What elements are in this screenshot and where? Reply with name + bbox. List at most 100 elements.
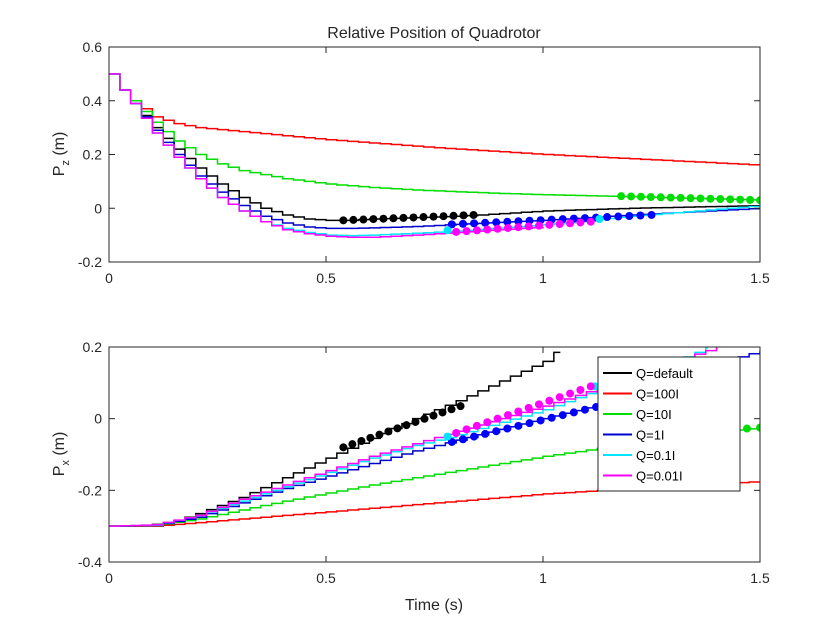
marker-point-px-3	[569, 408, 578, 417]
marker-point-px-1	[429, 411, 438, 420]
marker-point-pz-3	[481, 218, 490, 227]
x-tick-label-pz: 0.5	[316, 270, 336, 286]
x-tick-label-pz: 1.5	[750, 270, 770, 286]
marker-point-px-3	[458, 435, 467, 444]
marker-point-px-1	[438, 408, 447, 417]
marker-point-pz-5	[586, 217, 595, 226]
marker-point-pz-1	[439, 212, 448, 221]
legend-box	[597, 356, 741, 492]
marker-point-pz-1	[369, 215, 378, 224]
marker-point-pz-5	[576, 218, 585, 227]
series-line-pz-4	[109, 73, 760, 230]
y-tick-label-px: -0.2	[78, 482, 102, 498]
chart-title: Relative Position of Quadrotor	[327, 25, 541, 42]
marker-point-px-5	[452, 429, 461, 437]
marker-point-pz-5	[462, 227, 471, 236]
y-tick-label-px: 0	[94, 411, 102, 427]
marker-point-pz-2	[756, 196, 760, 205]
marker-point-px-5	[534, 400, 543, 409]
marker-point-px-5	[555, 393, 564, 402]
marker-point-px-3	[580, 405, 589, 414]
y-tick-label-px: 0.2	[83, 339, 103, 355]
x-tick-label-pz: 1	[539, 270, 547, 286]
series-line-pz-6	[109, 73, 544, 239]
marker-point-pz-3	[614, 212, 623, 221]
marker-point-px-3	[503, 424, 512, 433]
marker-point-pz-3	[625, 212, 634, 221]
marker-point-pz-3	[447, 220, 456, 229]
marker-point-px-1	[357, 436, 366, 445]
marker-point-pz-2	[736, 195, 745, 204]
marker-point-px-2	[756, 423, 760, 432]
marker-point-px-5	[586, 382, 595, 391]
marker-point-px-5	[566, 389, 575, 398]
marker-point-px-1	[393, 424, 402, 433]
marker-point-px-3	[481, 429, 490, 438]
marker-point-pz-3	[503, 217, 512, 226]
marker-point-pz-5	[452, 227, 461, 236]
marker-point-px-3	[492, 427, 501, 436]
marker-point-px-1	[411, 417, 420, 426]
marker-point-pz-2	[646, 193, 655, 202]
marker-point-px-1	[384, 427, 393, 436]
marker-point-px-3	[470, 432, 479, 441]
marker-point-px-5	[514, 407, 523, 416]
marker-point-pz-1	[389, 214, 398, 223]
marker-point-pz-1	[379, 214, 388, 223]
marker-point-px-1	[447, 405, 456, 414]
marker-point-pz-2	[686, 194, 695, 203]
x-axis-label: Time (s)	[405, 597, 463, 614]
legend-label: Q=default	[636, 366, 693, 381]
marker-point-px-1	[339, 443, 348, 452]
marker-point-pz-1	[459, 211, 468, 220]
marker-point-px-5	[462, 425, 471, 434]
marker-point-pz-5	[545, 220, 554, 229]
legend-label: Q=0.01I	[636, 469, 683, 484]
y-tick-label-px: -0.4	[78, 554, 102, 570]
marker-point-pz-2	[726, 195, 735, 204]
marker-point-pz-3	[636, 211, 645, 220]
marker-point-pz-5	[483, 225, 492, 234]
marker-point-pz-5	[493, 224, 502, 233]
marker-point-px-3	[558, 411, 567, 420]
marker-point-px-1	[375, 430, 384, 439]
marker-point-pz-1	[469, 210, 478, 219]
marker-point-pz-1	[349, 215, 358, 224]
marker-point-px-5	[503, 411, 512, 420]
marker-point-pz-2	[696, 194, 705, 203]
marker-point-px-3	[536, 416, 545, 425]
marker-point-pz-5	[514, 223, 523, 232]
marker-point-pz-5	[524, 222, 533, 231]
marker-point-pz-2	[666, 193, 675, 202]
marker-point-px-5	[524, 403, 533, 412]
x-tick-label-px: 0.5	[316, 570, 336, 586]
x-tick-label-px: 1	[539, 570, 547, 586]
marker-point-pz-2	[716, 195, 725, 204]
marker-point-px-2	[742, 424, 751, 433]
marker-point-pz-5	[472, 226, 481, 235]
marker-point-pz-2	[656, 193, 665, 202]
marker-point-pz-3	[470, 219, 479, 228]
marker-point-pz-2	[676, 193, 685, 202]
marker-point-pz-5	[555, 220, 564, 229]
plot-area-pz	[109, 73, 760, 239]
legend-label: Q=0.1I	[636, 448, 675, 463]
marker-point-pz-1	[359, 215, 368, 224]
marker-point-px-5	[483, 418, 492, 427]
legend-label: Q=10I	[636, 407, 672, 422]
marker-point-pz-2	[636, 192, 645, 201]
ticks-pz: 0 0.5 1 1.5-0.200.20.40.6	[78, 39, 770, 286]
y-tick-label-pz: 0.2	[83, 147, 103, 163]
marker-point-pz-2	[627, 192, 636, 201]
marker-point-px-3	[547, 413, 556, 422]
marker-point-px-3	[525, 419, 534, 428]
marker-point-px-5	[545, 396, 554, 405]
marker-point-pz-5	[566, 219, 575, 228]
marker-point-px-5	[493, 414, 502, 423]
y-axis-label-px: Px (m)	[51, 432, 72, 477]
legend-label: Q=1I	[636, 428, 665, 443]
marker-point-px-1	[348, 440, 357, 449]
marker-point-px-3	[514, 421, 523, 430]
y-tick-label-pz: -0.2	[78, 254, 102, 270]
